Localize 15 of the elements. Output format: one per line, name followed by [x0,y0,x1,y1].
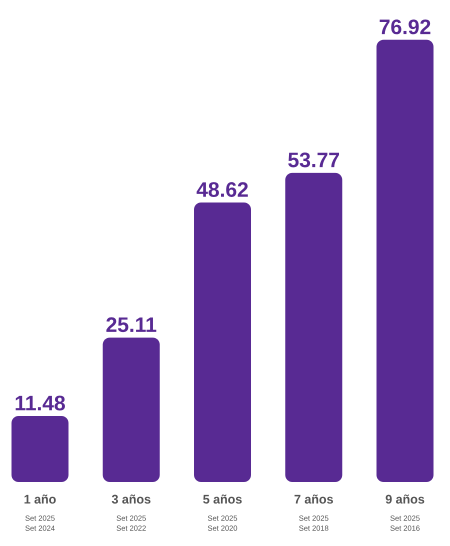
data-label: 11.48 [16,396,65,410]
data-label: 53.77 [288,152,340,168]
bar [194,202,252,482]
x-tick-label: 3 años [112,494,150,504]
data-label: 76.92 [380,19,430,34]
data-label: 25.11 [106,317,156,332]
data-label: 48.62 [196,182,248,197]
bar [285,172,342,482]
x-tick-label: 5 años [203,494,242,504]
x-tick-label: 9 años [386,494,424,504]
bar [376,40,434,482]
bar [102,338,160,482]
x-tick-label: 7 años [294,494,333,504]
bar [12,416,68,482]
x-tick-label: 1 año [24,494,56,504]
